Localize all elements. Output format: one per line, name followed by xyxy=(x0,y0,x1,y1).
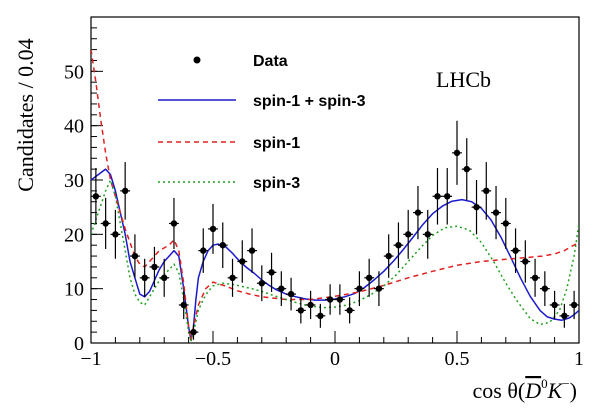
curve-spin-3 xyxy=(91,179,579,343)
x-axis-title-main: D xyxy=(524,378,541,403)
data-point xyxy=(473,203,480,211)
legend-spin3-label: spin-3 xyxy=(253,175,300,192)
y-axis-title: Candidates / 0.04 xyxy=(13,38,38,191)
lhcb-label: LHCb xyxy=(436,67,491,92)
x-axis-title-suffix: ) xyxy=(570,378,577,403)
x-axis-title: cos θ(D0K−) xyxy=(473,376,577,403)
curve-spin-1-spin-3 xyxy=(91,168,579,342)
y-tick-label: 0 xyxy=(74,333,84,355)
data-point xyxy=(346,307,353,314)
data-point xyxy=(561,312,568,320)
data-point xyxy=(151,263,158,271)
x-tick-label: 1 xyxy=(574,348,584,370)
legend: Data spin-1 + spin-3 spin-1 spin-3 xyxy=(158,53,366,192)
data-point xyxy=(551,301,558,309)
data-point xyxy=(170,220,178,227)
y-tick-label: 50 xyxy=(64,61,84,83)
data-point xyxy=(278,285,285,292)
y-tick-label: 10 xyxy=(64,279,84,301)
x-axis-title-prefix: cos θ( xyxy=(473,378,526,403)
legend-entry-spin13: spin-1 + spin-3 xyxy=(158,93,366,110)
data-point xyxy=(297,307,305,314)
data-point xyxy=(463,165,470,173)
data-point xyxy=(336,296,344,303)
data-point xyxy=(570,301,578,309)
data-point xyxy=(141,274,148,281)
data-point xyxy=(112,231,119,238)
curve-spin-1 xyxy=(91,49,579,342)
data-point xyxy=(492,209,500,216)
data-point xyxy=(92,193,100,200)
data-point xyxy=(239,258,246,265)
data-point xyxy=(541,285,549,292)
data-point xyxy=(121,187,129,195)
y-tick-labels: 0 10 20 30 40 50 xyxy=(64,61,84,355)
x-tick-label: −0.5 xyxy=(195,348,231,370)
data-point xyxy=(405,231,412,238)
data-points xyxy=(90,120,580,340)
data-point xyxy=(424,231,431,238)
data-point xyxy=(190,328,197,336)
data-point xyxy=(131,252,139,260)
data-point xyxy=(219,242,226,249)
x-axis-title-sup: 0 xyxy=(541,376,548,391)
data-point xyxy=(180,301,187,309)
data-point xyxy=(512,247,519,254)
x-tick-label: −1 xyxy=(80,348,101,370)
x-tick-label: 0 xyxy=(330,348,340,370)
x-tick-label: 0.5 xyxy=(445,348,470,370)
y-tick-label: 30 xyxy=(64,170,84,192)
legend-entry-spin1: spin-1 xyxy=(158,135,300,152)
data-point xyxy=(287,290,295,298)
legend-entry-spin3: spin-3 xyxy=(158,175,300,192)
data-point xyxy=(444,193,451,200)
data-point xyxy=(365,274,373,281)
x-axis-title-tail: K xyxy=(547,378,564,403)
data-point xyxy=(395,242,402,249)
data-point xyxy=(502,220,509,227)
model-curves xyxy=(91,49,579,343)
data-point xyxy=(200,247,207,254)
data-point xyxy=(307,301,314,309)
data-point xyxy=(102,220,109,227)
data-point xyxy=(453,149,461,157)
data-point xyxy=(434,193,441,200)
x-axis-title-tail-sup: − xyxy=(562,376,569,391)
data-point xyxy=(248,247,256,254)
data-point xyxy=(483,187,490,195)
data-point xyxy=(258,280,265,287)
data-point xyxy=(161,274,168,281)
data-point xyxy=(385,252,392,260)
legend-data-label: Data xyxy=(253,53,288,70)
data-point xyxy=(531,274,539,281)
legend-entry-data: Data xyxy=(193,53,288,70)
data-point xyxy=(229,274,236,281)
legend-data-marker xyxy=(193,56,201,64)
data-point xyxy=(356,285,363,292)
data-point xyxy=(317,312,324,320)
legend-spin1-label: spin-1 xyxy=(253,135,300,152)
data-point xyxy=(326,296,334,303)
axis-ticks xyxy=(90,16,580,344)
data-point xyxy=(375,285,383,292)
data-point xyxy=(522,258,529,265)
legend-spin13-label: spin-1 + spin-3 xyxy=(253,93,366,110)
y-tick-label: 40 xyxy=(64,116,84,138)
y-tick-label: 20 xyxy=(64,224,84,246)
data-point xyxy=(268,269,275,276)
x-tick-labels: −1 −0.5 0 0.5 1 xyxy=(80,348,584,370)
data-point xyxy=(414,209,422,216)
data-point xyxy=(209,225,217,233)
